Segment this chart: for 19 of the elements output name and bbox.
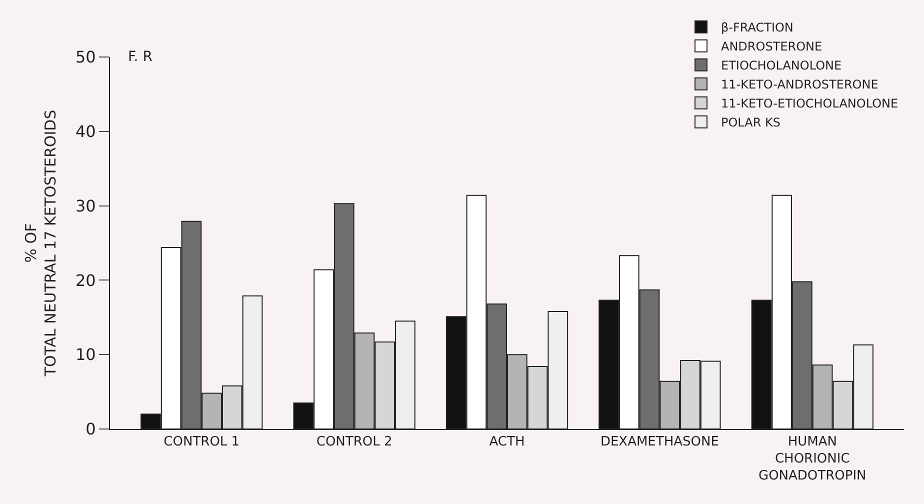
x-tick-label: HUMAN CHORIONIC GONADOTROPIN (758, 434, 866, 484)
y-tick-label: 50 (75, 48, 96, 67)
legend-label: POLAR KS (721, 116, 780, 130)
y-axis-title: % OF TOTAL NEUTRAL 17 KETOSTEROIDS (22, 110, 60, 378)
legend-label: 11-KETO-ETIOCHOLANOLONE (721, 96, 898, 111)
y-tick-label: 20 (75, 270, 96, 290)
y-tick-label: 40 (75, 122, 96, 141)
y-tick-label: 30 (75, 196, 96, 216)
legend-label: ETIOCHOLANOLONE (721, 58, 842, 73)
legend-label: ANDROSTERONE (721, 40, 822, 54)
x-tick-label: CONTROL 1 (164, 434, 240, 450)
x-tick-label: CONTROL 2 (316, 434, 392, 450)
annotation: F. R (128, 49, 153, 65)
y-tick-label: 0 (86, 420, 96, 439)
y-tick-label: 10 (75, 345, 96, 364)
x-tick-label: ACTH (489, 434, 525, 450)
legend-label: β-FRACTION (721, 20, 794, 35)
x-tick-label: DEXAMETHASONE (600, 434, 719, 450)
legend-label: 11-KETO-ANDROSTERONE (721, 78, 878, 92)
